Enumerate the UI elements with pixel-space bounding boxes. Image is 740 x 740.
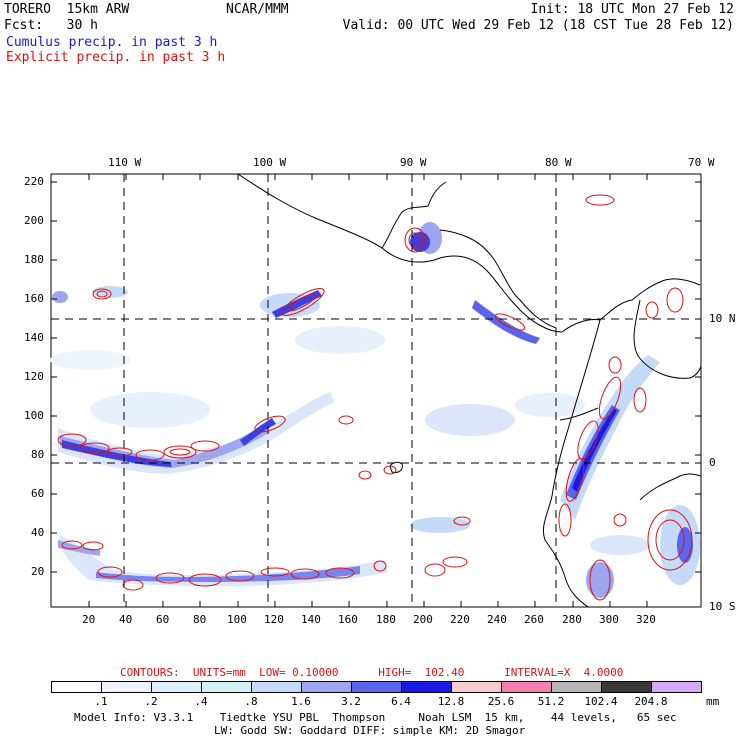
colorbar-swatch [301,681,352,693]
y-tick-label: 40 [31,527,44,539]
colorbar-label: .2 [131,696,171,708]
precip-map [0,0,740,740]
lat-label-0: 0 [709,457,716,469]
colorbar-swatch [251,681,302,693]
colorbar-swatch [651,681,702,693]
x-tick-label: 320 [636,614,656,626]
colorbar-label: 25.6 [481,696,521,708]
lat-label-10n: 10 N [709,313,736,325]
contours-info: CONTOURS: UNITS=mm LOW= 0.10000 HIGH= 10… [120,667,623,679]
colorbar-swatch [51,681,102,693]
colorbar-swatch [501,681,552,693]
colorbar-swatch [601,681,652,693]
x-tick-label: 100 [227,614,247,626]
x-tick-label: 300 [599,614,619,626]
colorbar-label: 1.6 [281,696,321,708]
y-tick-label: 80 [31,449,44,461]
lon-label-100w: 100 W [253,157,286,169]
y-tick-label: 20 [31,566,44,578]
x-tick-label: 260 [524,614,544,626]
colorbar-swatch [351,681,402,693]
colorbar-label: 12.8 [431,696,471,708]
x-tick-label: 60 [156,614,169,626]
colorbar-label: .8 [231,696,271,708]
colorbar-swatch [101,681,152,693]
y-tick-label: 120 [24,371,44,383]
lon-label-80w: 80 W [545,157,572,169]
x-tick-label: 20 [82,614,95,626]
colorbar-swatch [201,681,252,693]
lon-label-110w: 110 W [108,157,141,169]
colorbar-unit: mm [706,696,719,708]
colorbar-label: .1 [81,696,121,708]
colorbar-swatch [451,681,502,693]
model-info-line2: LW: Godd SW: Goddard DIFF: simple KM: 2D… [214,725,525,737]
x-tick-label: 240 [487,614,507,626]
x-tick-label: 120 [264,614,284,626]
y-tick-label: 60 [31,488,44,500]
x-tick-label: 80 [193,614,206,626]
x-tick-label: 180 [376,614,396,626]
colorbar-swatch [151,681,202,693]
lat-label-10s: 10 S [709,601,736,613]
lon-label-90w: 90 W [400,157,427,169]
x-tick-label: 40 [119,614,132,626]
colorbar-label: 6.4 [381,696,421,708]
colorbar-label: 3.2 [331,696,371,708]
colorbar-swatch [401,681,452,693]
colorbar-label: .4 [181,696,221,708]
y-tick-label: 160 [24,293,44,305]
colorbar-label: 204.8 [631,696,671,708]
y-tick-label: 200 [24,215,44,227]
x-tick-label: 220 [450,614,470,626]
y-tick-label: 100 [24,410,44,422]
x-tick-label: 160 [338,614,358,626]
lon-label-70w: 70 W [688,157,715,169]
x-tick-label: 200 [413,614,433,626]
y-tick-label: 220 [24,176,44,188]
y-tick-label: 180 [24,254,44,266]
colorbar-label: 51.2 [531,696,571,708]
colorbar-swatch [551,681,602,693]
x-tick-label: 140 [301,614,321,626]
colorbar-label: 102.4 [581,696,621,708]
model-info-line1: Model Info: V3.3.1 Tiedtke YSU PBL Thomp… [74,712,677,724]
x-tick-label: 280 [562,614,582,626]
y-tick-label: 140 [24,332,44,344]
